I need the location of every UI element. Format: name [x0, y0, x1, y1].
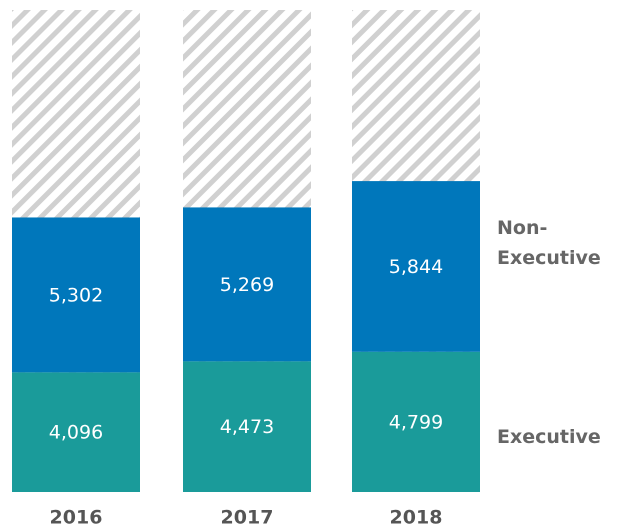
- x-tick-label: 2018: [390, 507, 443, 529]
- bar-segment: [12, 372, 140, 492]
- value-label: 4,096: [49, 422, 103, 444]
- value-label: 5,302: [49, 284, 103, 306]
- x-tick-label: 2016: [50, 507, 103, 529]
- bar-segment: [352, 181, 480, 352]
- bar-segment: [183, 207, 311, 362]
- legend-label: Executive: [497, 426, 601, 448]
- bar-segment: [352, 351, 480, 492]
- value-label: 5,269: [220, 274, 274, 296]
- value-label: 4,473: [220, 416, 274, 438]
- value-label: 5,844: [389, 256, 443, 278]
- x-tick-label: 2017: [221, 507, 274, 529]
- legend-label: Non-Executive: [497, 217, 601, 269]
- bar-segment: [12, 217, 140, 373]
- bar-segment: [183, 361, 311, 492]
- value-label: 4,799: [389, 411, 443, 433]
